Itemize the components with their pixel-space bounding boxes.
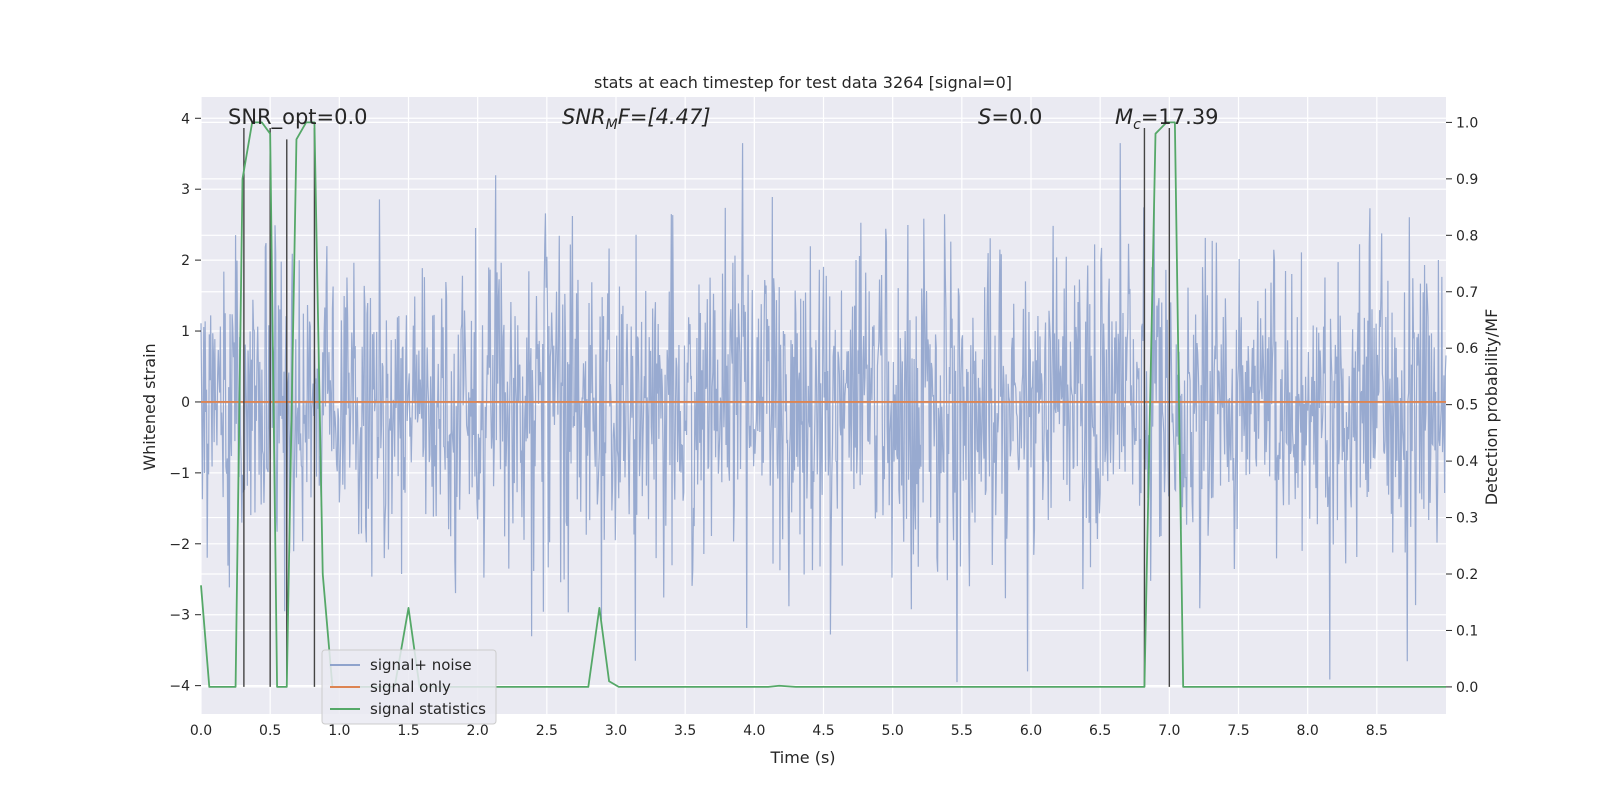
annotation-snr-mf: SNRMF=[4.47]: [562, 105, 711, 133]
signal-statistics-line: [200, 121, 1446, 688]
annotation-snr-mf-value: F=[4.47]: [618, 105, 711, 129]
annotation-snr-mf-sub: M: [606, 117, 618, 133]
y-right-tick-0.3: 0.3: [1456, 511, 1478, 527]
annotation-s-symbol: S: [978, 105, 991, 129]
x-tick-3.0: 3.0: [605, 723, 627, 739]
annotation-s-value: =0.0: [991, 105, 1042, 129]
y-right-tick-0.0: 0.0: [1456, 680, 1478, 696]
y-left-tick-2: 2: [181, 253, 190, 269]
x-tick-7.5: 7.5: [1227, 723, 1249, 739]
y-right-tick-0.7: 0.7: [1456, 285, 1478, 301]
y-right-tick-0.2: 0.2: [1456, 567, 1478, 583]
y-right-tick-0.8: 0.8: [1456, 228, 1478, 244]
x-tick-6.5: 6.5: [1089, 723, 1111, 739]
y-axis-label-left: Whitened strain: [140, 343, 159, 470]
x-axis-label: Time (s): [769, 748, 835, 767]
x-tick-8.5: 8.5: [1366, 723, 1388, 739]
y-left-tick-0: 0: [181, 395, 190, 411]
legend-label-signal-statistics: signal statistics: [370, 700, 486, 718]
y-right-tick-0.4: 0.4: [1456, 454, 1478, 470]
legend-box: [321, 649, 497, 725]
annotation-snr-opt: SNR_opt=0.0: [228, 105, 368, 130]
y-axis-label-right: Detection probability/MF: [1482, 309, 1501, 506]
x-tick-5.5: 5.5: [951, 723, 973, 739]
x-tick-0.5: 0.5: [259, 723, 281, 739]
y-right-tick-1.0: 1.0: [1456, 115, 1478, 131]
signal-noise-line: [200, 143, 1447, 683]
x-tick-1.5: 1.5: [397, 723, 419, 739]
x-tick-6.0: 6.0: [1020, 723, 1042, 739]
x-tick-3.5: 3.5: [674, 723, 696, 739]
y-left-tick-1: 1: [181, 324, 190, 340]
y-right-tick-0.1: 0.1: [1456, 623, 1478, 639]
vertical-markers: [243, 128, 1171, 687]
legend: signal+ noise signal only signal statist…: [321, 649, 497, 725]
y-right-tick-0.9: 0.9: [1456, 172, 1478, 188]
y-left-tick-3: 3: [181, 182, 190, 198]
x-tick-4.0: 4.0: [743, 723, 765, 739]
x-tick-1.0: 1.0: [328, 723, 350, 739]
x-tick-2.0: 2.0: [467, 723, 489, 739]
series-signal-statistics: [200, 121, 1446, 688]
x-tick-0.0: 0.0: [190, 723, 212, 739]
annotation-mc-sub: c: [1133, 117, 1141, 133]
y-left-tick--3: −3: [169, 608, 190, 624]
x-tick-4.5: 4.5: [812, 723, 834, 739]
y-right-tick-0.5: 0.5: [1456, 398, 1478, 414]
series-signal-noise: [200, 143, 1447, 683]
y-left-tick--1: −1: [169, 466, 190, 482]
y-left-tick--2: −2: [169, 537, 190, 553]
y-left-tick--4: −4: [169, 679, 190, 695]
x-tick-8.0: 8.0: [1297, 723, 1319, 739]
annotation-s: S=0.0: [978, 105, 1042, 129]
x-tick-2.5: 2.5: [536, 723, 558, 739]
annotation-mc-symbol: M: [1115, 105, 1133, 129]
legend-label-signal-only: signal only: [370, 678, 451, 696]
y-right-tick-0.6: 0.6: [1456, 341, 1478, 357]
annotation-mc-value: =17.39: [1141, 105, 1219, 129]
legend-label-signal-noise: signal+ noise: [370, 656, 472, 674]
annotation-mc: Mc=17.39: [1115, 105, 1219, 133]
x-tick-5.0: 5.0: [882, 723, 904, 739]
y-left-tick-4: 4: [181, 111, 190, 127]
ticks: 0.0 0.5 1.0 1.5 2.0 2.5 3.0 3.5 4.0 4.5 5.0 5.5 6.0 6…: [169, 111, 1478, 739]
annotation-snr-mf-symbol: SNR: [562, 105, 606, 129]
chart-title: stats at each timestep for test data 326…: [594, 73, 1012, 92]
x-tick-7.0: 7.0: [1158, 723, 1180, 739]
